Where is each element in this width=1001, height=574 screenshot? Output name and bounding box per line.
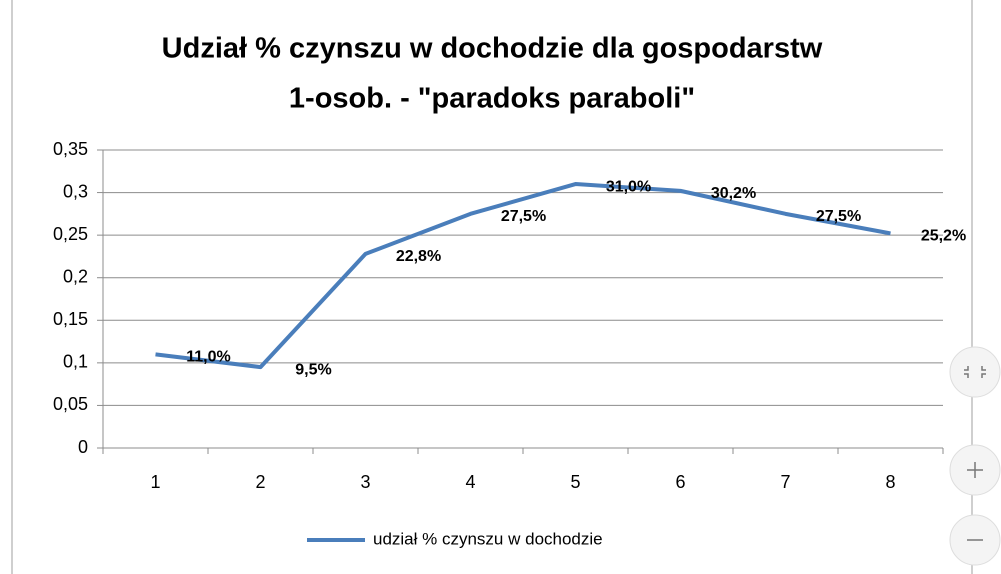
chart-title: Udział % czynszu w dochodzie dla gospoda…	[162, 33, 823, 65]
x-tick-label: 6	[675, 472, 685, 492]
value-label: 31,0%	[606, 178, 651, 195]
value-label: 27,5%	[501, 208, 546, 225]
y-tick-label: 0,2	[63, 266, 88, 286]
x-tick-label: 4	[465, 472, 475, 492]
button-circle[interactable]	[949, 346, 1001, 398]
chart-title: 1-osob. - "paradoks paraboli"	[289, 83, 695, 115]
x-tick-label: 2	[255, 472, 265, 492]
y-tick-label: 0,1	[63, 352, 88, 372]
plus-icon	[967, 462, 983, 478]
y-tick-label: 0,35	[53, 139, 88, 159]
x-tick-label: 8	[885, 472, 895, 492]
x-tick-label: 5	[570, 472, 580, 492]
value-label: 25,2%	[921, 228, 966, 245]
data-line	[155, 182, 891, 370]
chart-border	[11, 0, 973, 574]
y-tick-label: 0,3	[63, 181, 88, 201]
value-label: 27,5%	[816, 208, 861, 225]
x-tick-label: 1	[150, 472, 160, 492]
zoom-in-button[interactable]	[949, 444, 1001, 496]
value-label: 30,2%	[711, 185, 756, 202]
zoom-fit-button[interactable]	[949, 346, 1001, 398]
x-tick-label: 7	[780, 472, 790, 492]
y-tick-label: 0,05	[53, 394, 88, 414]
x-tick-label: 3	[360, 472, 370, 492]
legend-label: udział % czynszu w dochodzie	[373, 529, 603, 548]
y-tick-label: 0	[78, 437, 88, 457]
y-tick-label: 0,25	[53, 224, 88, 244]
fit-icon	[964, 366, 986, 378]
value-label: 11,0%	[186, 349, 230, 366]
zoom-out-button[interactable]	[949, 514, 1001, 566]
value-label: 9,5%	[295, 361, 331, 378]
value-label: 22,8%	[396, 248, 441, 265]
y-tick-label: 0,15	[53, 309, 88, 329]
